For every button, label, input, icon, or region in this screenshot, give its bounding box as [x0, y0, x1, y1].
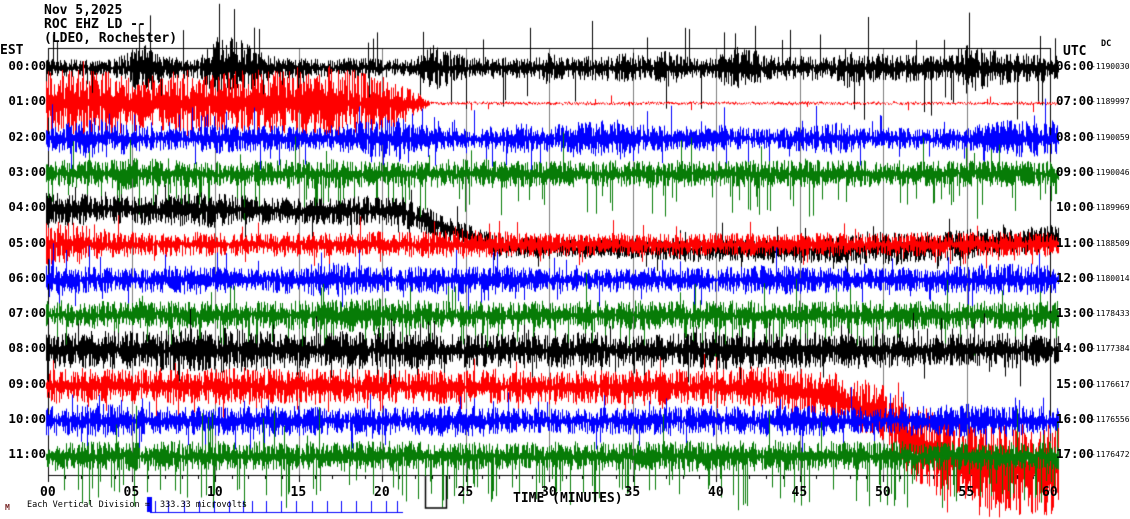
- dc-value: -1180014: [1091, 273, 1130, 283]
- x-tick-label: 30: [541, 485, 557, 500]
- utc-label: 11:00: [1056, 234, 1094, 250]
- utc-label: 14:00: [1056, 340, 1094, 356]
- x-tick-label: 10: [207, 485, 223, 500]
- dc-value: -1177384: [1091, 344, 1130, 354]
- x-tick-label: 25: [457, 485, 474, 500]
- dc-value: -1190046: [1091, 167, 1130, 177]
- utc-label: 08:00: [1056, 128, 1094, 144]
- dc-value: -1178433: [1091, 309, 1130, 319]
- est-label: 04:00: [8, 199, 46, 215]
- x-tick-label: 35: [624, 485, 641, 500]
- corner-mark: M: [5, 503, 10, 512]
- dc-value: -1176556: [1091, 415, 1130, 424]
- dc-value: -1176472: [1091, 450, 1130, 460]
- est-label: 07:00: [8, 305, 46, 321]
- est-label: 03:00: [8, 163, 46, 179]
- utc-label: 06:00: [1056, 58, 1094, 73]
- station-label: ROC EHZ LD --: [44, 17, 146, 32]
- est-label: 10:00: [8, 411, 46, 426]
- utc-label: 15:00: [1056, 375, 1094, 391]
- est-label: 01:00: [8, 93, 46, 109]
- location-label: (LDEO, Rochester): [44, 31, 178, 46]
- utc-label: 09:00: [1056, 163, 1094, 179]
- utc-axis-title: UTC: [1063, 44, 1087, 59]
- x-tick-label: 15: [290, 485, 307, 500]
- x-tick-label: 55: [958, 485, 975, 500]
- est-label: 00:00: [8, 58, 46, 73]
- date-label: Nov 5,2025: [44, 3, 123, 18]
- est-label: 11:00: [8, 446, 46, 462]
- est-label: 06:00: [8, 269, 46, 285]
- utc-label: 10:00: [1056, 199, 1094, 215]
- utc-label: 07:00: [1056, 93, 1094, 109]
- est-label: 09:00: [8, 375, 46, 391]
- dc-value: -1188509: [1091, 238, 1130, 248]
- dc-value: -1190059: [1091, 132, 1130, 142]
- x-axis-title: TIME (MINUTES): [513, 491, 623, 506]
- utc-label: 13:00: [1056, 305, 1094, 321]
- dc-value: -1176617: [1091, 379, 1130, 389]
- x-tick-label: 40: [708, 485, 724, 500]
- dc-value: -1189969: [1091, 203, 1130, 213]
- x-tick-label: 05: [123, 485, 140, 500]
- dc-axis-title: DC: [1101, 39, 1112, 49]
- est-label: 05:00: [8, 234, 46, 250]
- x-tick-label: 45: [791, 485, 808, 500]
- utc-label: 17:00: [1056, 446, 1094, 462]
- utc-label: 12:00: [1056, 269, 1094, 285]
- x-tick-label: 60: [1042, 485, 1058, 500]
- x-tick-label: 00: [40, 485, 56, 500]
- scale-note: Each Vertical Division = 333.33 microvol…: [27, 500, 248, 510]
- dc-value: -1189997: [1091, 97, 1130, 107]
- dc-value: -1190030: [1091, 62, 1130, 71]
- x-tick-label: 20: [374, 485, 390, 500]
- utc-label: 16:00: [1056, 411, 1094, 426]
- x-tick-label: 50: [875, 485, 891, 500]
- est-label: 08:00: [8, 340, 46, 356]
- est-axis-title: EST: [0, 43, 24, 58]
- est-label: 02:00: [8, 128, 46, 144]
